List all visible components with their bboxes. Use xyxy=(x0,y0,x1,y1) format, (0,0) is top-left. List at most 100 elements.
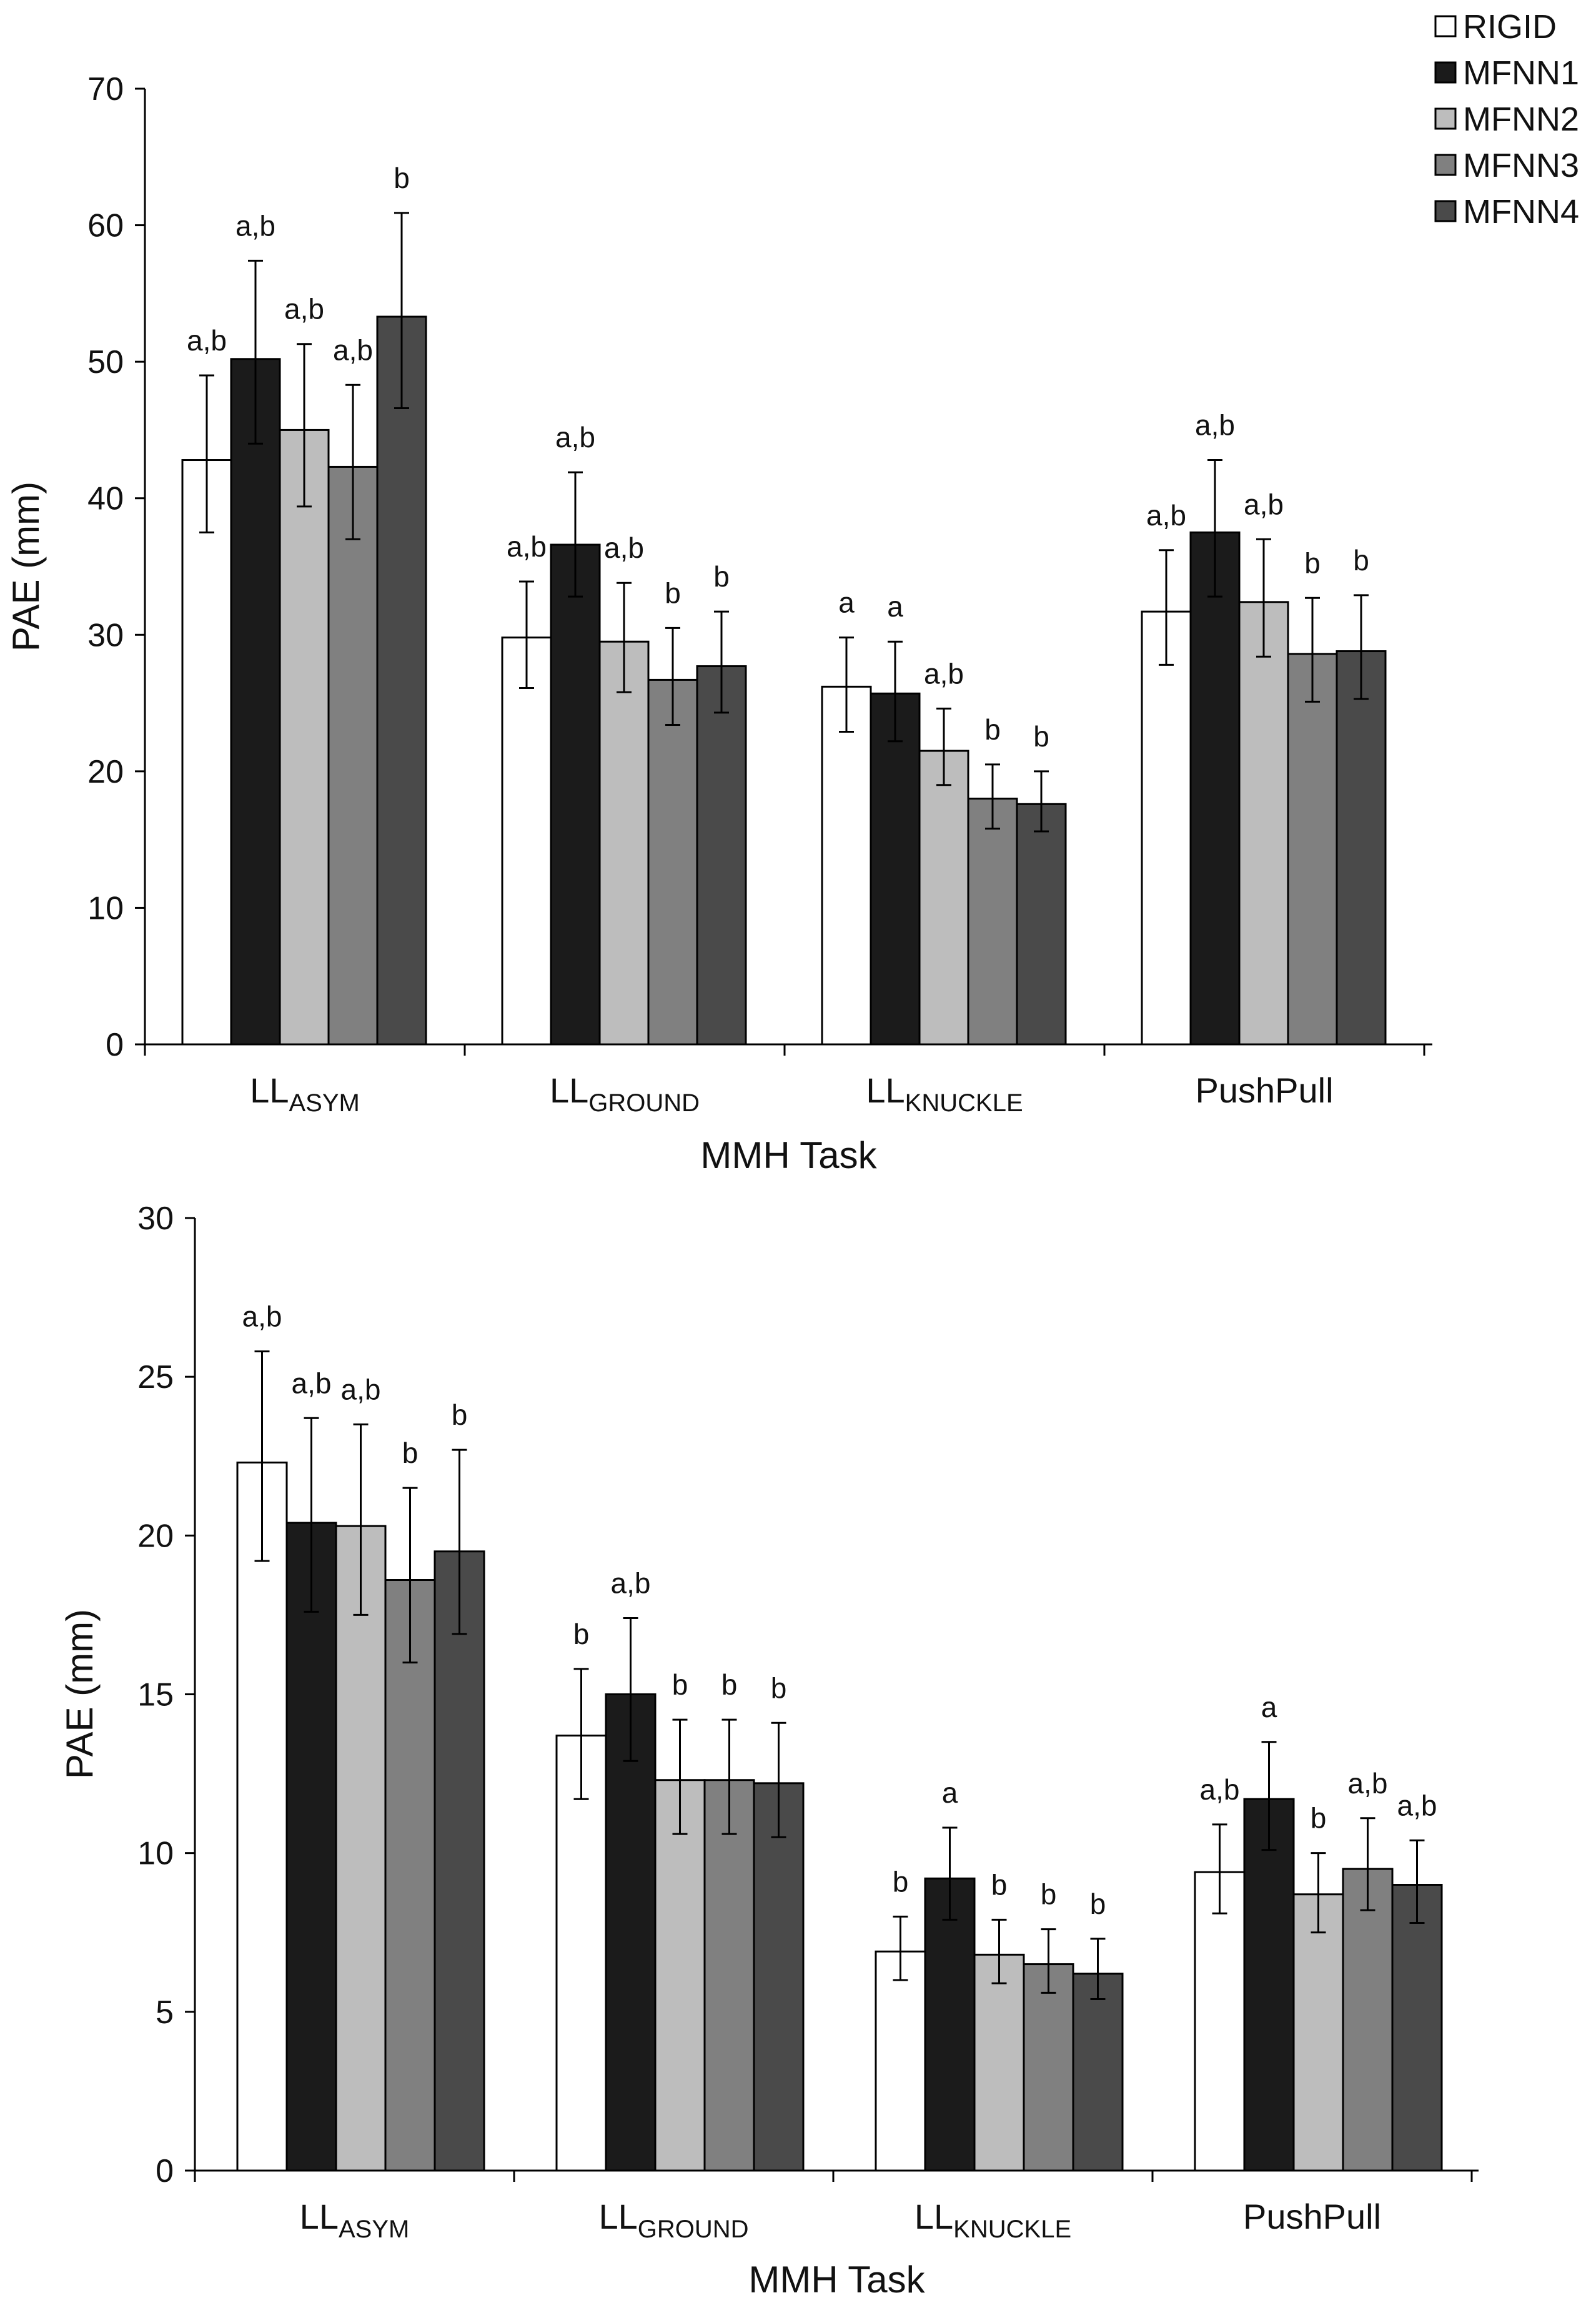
chart-top-pae: 0 10 20 30 40 50 60 70 LLASYM LLGROUND LLKNUCKLE Pu… xyxy=(5,71,1432,1176)
significance-label: b xyxy=(1090,1888,1106,1920)
y-tick-label: 20 xyxy=(137,1518,174,1554)
legend-label-mfnn1: MFNN1 xyxy=(1463,54,1579,92)
x-category-label: PushPull xyxy=(1243,2197,1381,2236)
significance-label: a,b xyxy=(1244,488,1284,520)
bar-mfnn1 xyxy=(1189,531,1241,1046)
bar-mfnn4 xyxy=(376,315,427,1046)
bar-mfnn3 xyxy=(967,798,1018,1046)
significance-label: b xyxy=(991,1868,1008,1901)
bar-mfnn3 xyxy=(327,465,379,1046)
significance-label: b xyxy=(1033,720,1049,753)
x-axis-title: MMH Task xyxy=(700,1134,877,1176)
bar-mfnn1 xyxy=(550,543,601,1046)
y-tick-label: 70 xyxy=(87,71,124,107)
bar-rigid xyxy=(236,1461,288,2172)
significance-label: b xyxy=(984,713,1001,746)
y-tick-label: 5 xyxy=(156,1994,174,2031)
bar-mfnn3 xyxy=(1342,1868,1394,2172)
significance-label: b xyxy=(402,1437,419,1469)
bar-rigid xyxy=(555,1735,607,2172)
significance-label: b xyxy=(452,1399,468,1431)
y-tick-label: 10 xyxy=(137,1836,174,1872)
y-tick-label: 0 xyxy=(156,2153,174,2189)
bar-mfnn4 xyxy=(1072,1973,1124,2172)
significance-label: a,b xyxy=(1146,499,1186,532)
bar-mfnn1 xyxy=(285,1522,337,2172)
significance-label: a xyxy=(942,1776,958,1809)
bar-mfnn3 xyxy=(1287,653,1338,1046)
significance-label: a,b xyxy=(555,421,595,453)
x-category-label: LLASYM xyxy=(250,1071,360,1117)
significance-label: a xyxy=(1261,1691,1277,1723)
significance-label: b xyxy=(1304,547,1321,579)
y-tick-label: 40 xyxy=(87,481,124,517)
significance-label: b xyxy=(721,1668,738,1701)
bar-rigid xyxy=(1194,1871,1246,2172)
bar-mfnn2 xyxy=(1292,1893,1344,2172)
legend-label-mfnn3: MFNN3 xyxy=(1463,147,1579,184)
bar-rigid xyxy=(1141,610,1192,1046)
significance-label: b xyxy=(1311,1802,1327,1835)
significance-label: a,b xyxy=(604,532,644,564)
x-category-label: LLGROUND xyxy=(550,1071,700,1117)
bar-mfnn1 xyxy=(230,358,281,1046)
chart-bottom-pae: 0 5 10 15 20 25 30 LLASYM LLGROUND LLKNUCKLE PushP… xyxy=(59,1201,1479,2301)
x-category-label: LLKNUCKLE xyxy=(866,1071,1023,1117)
y-axis-title: PAE (mm) xyxy=(59,1609,101,1779)
bar-mfnn3 xyxy=(384,1579,436,2172)
y-axis-title: PAE (mm) xyxy=(5,482,47,651)
significance-label: b xyxy=(672,1668,688,1701)
bar-mfnn1 xyxy=(605,1693,657,2172)
bar-mfnn1 xyxy=(870,692,921,1046)
significance-label: b xyxy=(573,1618,590,1650)
bar-mfnn1 xyxy=(924,1877,976,2172)
bar-mfnn2 xyxy=(598,640,650,1046)
significance-label: a,b xyxy=(333,334,373,366)
significance-label: a,b xyxy=(507,530,547,563)
legend-swatch-mfnn1 xyxy=(1434,61,1457,84)
bar-mfnn4 xyxy=(696,665,747,1046)
significance-label: b xyxy=(665,577,681,609)
bar-mfnn2 xyxy=(279,428,330,1046)
significance-label: a,b xyxy=(242,1300,282,1333)
legend-label-mfnn4: MFNN4 xyxy=(1463,193,1579,230)
bar-mfnn2 xyxy=(918,750,969,1046)
x-category-label: LLGROUND xyxy=(598,2197,748,2243)
legend-swatch-mfnn2 xyxy=(1434,107,1457,130)
legend-label-rigid: RIGID xyxy=(1463,8,1557,46)
bar-mfnn2 xyxy=(654,1779,706,2172)
significance-label: a,b xyxy=(1348,1767,1388,1800)
x-category-label: LLKNUCKLE xyxy=(914,2197,1071,2243)
legend-label-mfnn2: MFNN2 xyxy=(1463,101,1579,138)
significance-label: b xyxy=(713,560,730,593)
bar-mfnn2 xyxy=(973,1953,1025,2172)
significance-label: a,b xyxy=(292,1367,332,1399)
bar-mfnn4 xyxy=(1391,1884,1443,2172)
bar-mfnn4 xyxy=(434,1550,485,2172)
bar-mfnn4 xyxy=(1336,650,1387,1046)
significance-label: a,b xyxy=(924,657,964,690)
bar-rigid xyxy=(501,636,552,1046)
significance-label: b xyxy=(1353,544,1369,577)
bar-mfnn2 xyxy=(335,1525,387,2172)
significance-label: a xyxy=(838,587,855,619)
y-tick-label: 25 xyxy=(137,1359,174,1395)
significance-label: a,b xyxy=(235,209,275,242)
bar-mfnn3 xyxy=(1023,1963,1074,2172)
bar-rigid xyxy=(181,459,232,1046)
x-category-label: LLASYM xyxy=(300,2197,410,2243)
significance-label: a xyxy=(887,590,903,623)
bar-mfnn3 xyxy=(647,678,698,1046)
y-tick-label: 30 xyxy=(87,617,124,653)
y-tick-label: 15 xyxy=(137,1677,174,1713)
bar-mfnn4 xyxy=(753,1782,805,2172)
legend-swatch-mfnn4 xyxy=(1434,200,1457,222)
y-tick-label: 0 xyxy=(106,1027,124,1063)
bar-mfnn2 xyxy=(1238,601,1289,1046)
significance-label: b xyxy=(771,1672,787,1704)
legend-swatch-mfnn3 xyxy=(1434,154,1457,176)
y-tick-label: 30 xyxy=(137,1201,174,1237)
significance-label: b xyxy=(1041,1878,1057,1911)
significance-label: a,b xyxy=(611,1567,651,1600)
